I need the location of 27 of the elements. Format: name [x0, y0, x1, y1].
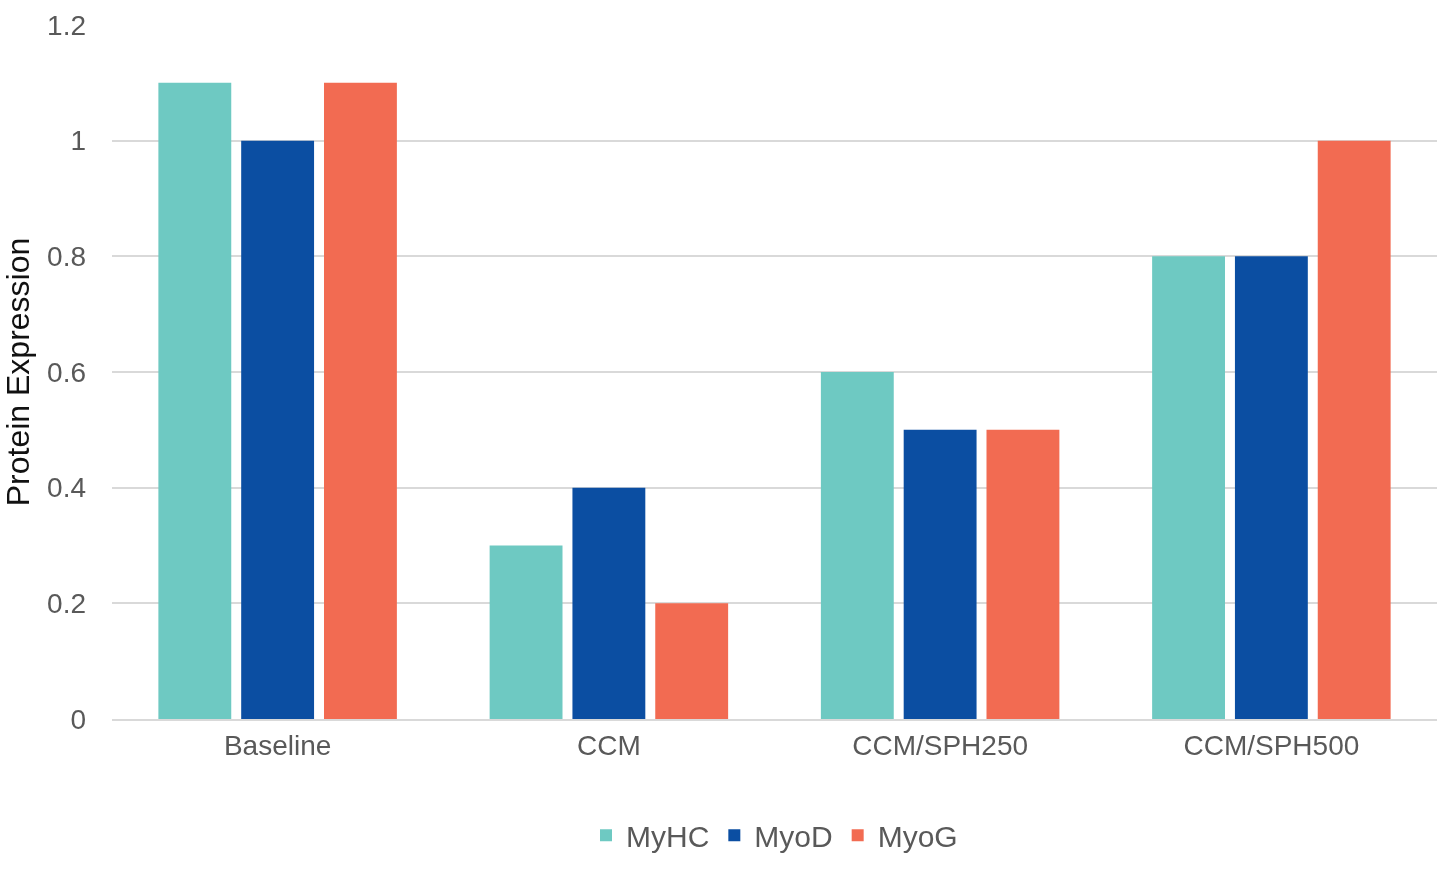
y-tick-label: 0.2 [47, 588, 86, 620]
bar [572, 487, 646, 719]
x-tick-label: CCM/SPH500 [1183, 729, 1360, 761]
y-tick-label: 0.4 [47, 472, 86, 504]
bar [1317, 140, 1391, 719]
legend-label: MyHC [626, 819, 710, 853]
y-tick-label: 0 [70, 703, 86, 735]
bar [489, 545, 563, 719]
bar [324, 82, 397, 719]
y-tick-label: 1.2 [47, 9, 86, 41]
x-tick-label: Baseline [223, 729, 332, 761]
y-tick-label: 0.6 [47, 356, 86, 388]
bar [241, 140, 315, 719]
y-tick-label: 1 [70, 125, 86, 157]
bar [1234, 256, 1308, 719]
y-axis-title: Protein Expression [0, 237, 36, 507]
x-tick-label: CCM [577, 729, 641, 761]
bar [1152, 256, 1225, 719]
legend-label: MyoD [754, 819, 833, 853]
bar [986, 429, 1060, 719]
y-tick-label: 0.8 [47, 241, 86, 273]
bar [655, 603, 729, 719]
legend-label: MyoG [877, 819, 958, 853]
bar [820, 372, 894, 719]
x-tick-label: CCM/SPH250 [852, 729, 1029, 761]
bar [158, 82, 232, 719]
bar [903, 429, 977, 719]
